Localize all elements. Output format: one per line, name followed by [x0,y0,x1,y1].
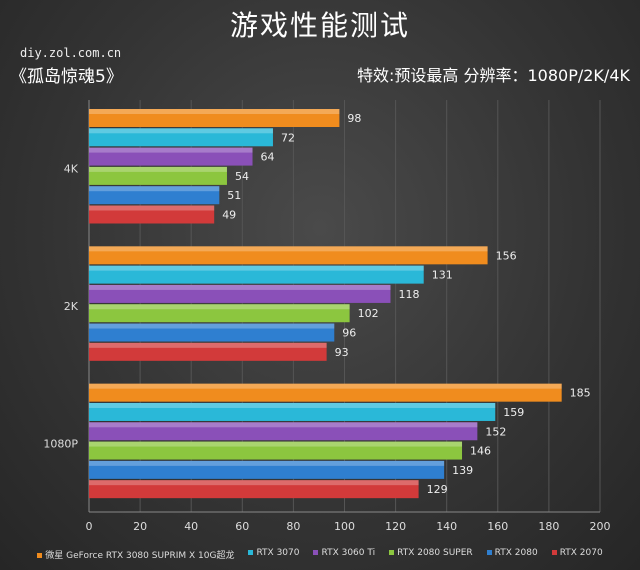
bar [89,304,350,323]
bar [89,480,419,499]
bar-highlight [89,128,273,134]
bar-highlight [89,460,445,466]
bar [89,441,463,460]
category-label: 4K [64,163,79,176]
legend-swatch [486,550,492,555]
x-tick-label: 120 [385,520,406,533]
data-label: 118 [398,288,419,301]
legend-swatch [313,550,319,555]
x-tick-label: 60 [235,520,249,533]
x-tick-label: 40 [184,520,198,533]
legend-item: RTX 3060 Ti [313,548,375,561]
bar [89,147,253,166]
bar-highlight [89,109,340,114]
x-tick-label: 160 [487,520,508,533]
bar-highlight [89,383,562,389]
legend-item: 微星 GeForce RTX 3080 SUPRIM X 10G超龙 [37,548,234,561]
x-tick-label: 0 [86,520,93,533]
bar-highlight [89,441,463,447]
legend-swatch [551,550,557,555]
bar [89,342,327,361]
data-label: 64 [261,151,275,164]
legend-item: RTX 2070 [551,548,603,561]
data-label: 93 [335,346,349,359]
data-label: 72 [281,131,295,144]
x-tick-label: 140 [436,520,457,533]
legend-label: RTX 3070 [256,548,300,558]
bar [89,422,478,441]
legend-label: RTX 3060 Ti [321,548,376,558]
x-tick-label: 20 [133,520,147,533]
bar-highlight [89,166,227,172]
bar-highlight [89,342,327,348]
data-label: 139 [452,464,473,477]
legend-label: 微星 GeForce RTX 3080 SUPRIM X 10G超龙 [45,551,235,561]
data-label: 129 [427,483,448,496]
data-label: 185 [570,387,591,400]
legend-label: RTX 2080 SUPER [397,548,473,558]
bar-highlight [89,480,419,486]
bar-highlight [89,323,335,329]
legend-swatch [248,550,254,555]
legend-item: RTX 3070 [248,548,299,561]
data-label: 152 [485,425,506,438]
bar-highlight [89,147,253,153]
data-label: 49 [222,209,236,222]
bar [89,246,488,265]
bar [89,383,562,402]
data-label: 96 [342,327,356,340]
legend: 微星 GeForce RTX 3080 SUPRIM X 10G超龙 RTX 30… [0,548,640,561]
x-tick-label: 200 [590,520,611,533]
bar [89,109,340,127]
bar [89,460,445,479]
bar-highlight [89,422,478,428]
test-settings: 特效:预设最高 分辨率：1080P/2K/4K [357,66,630,85]
data-label: 51 [227,189,241,202]
data-label: 146 [470,445,491,458]
bar-highlight [89,186,220,192]
legend-swatch [389,550,395,555]
game-title: 《孤岛惊魂5》 [10,67,123,87]
data-label: 131 [432,269,453,282]
x-tick-label: 180 [538,520,559,533]
bar-highlight [89,284,391,290]
bar [89,166,227,185]
legend-item: RTX 2080 [486,548,538,561]
data-label: 54 [235,170,249,183]
site-watermark: diy.zol.com.cn [20,46,122,60]
legend-label: RTX 2080 [494,548,538,558]
data-label: 98 [347,112,361,125]
bar [89,284,391,303]
legend-swatch [37,553,43,558]
x-tick-label: 80 [286,520,300,533]
bar-highlight [89,402,496,408]
category-label: 1080P [43,437,78,450]
page-title: 游戏性能测试 [229,9,410,42]
bar-highlight [89,265,424,271]
bar [89,402,496,421]
bar-highlight [89,304,350,310]
data-label: 156 [496,249,517,262]
data-label: 102 [358,307,379,320]
category-label: 2K [64,300,79,313]
bar [89,323,335,342]
legend-label: RTX 2070 [559,548,603,558]
x-tick-label: 100 [334,520,355,533]
bar-highlight [89,205,215,211]
bar [89,128,273,147]
legend-item: RTX 2080 SUPER [389,548,473,561]
bar [89,186,220,205]
data-label: 159 [503,406,524,419]
bar [89,205,215,224]
bar-highlight [89,246,488,252]
bar [89,265,424,284]
